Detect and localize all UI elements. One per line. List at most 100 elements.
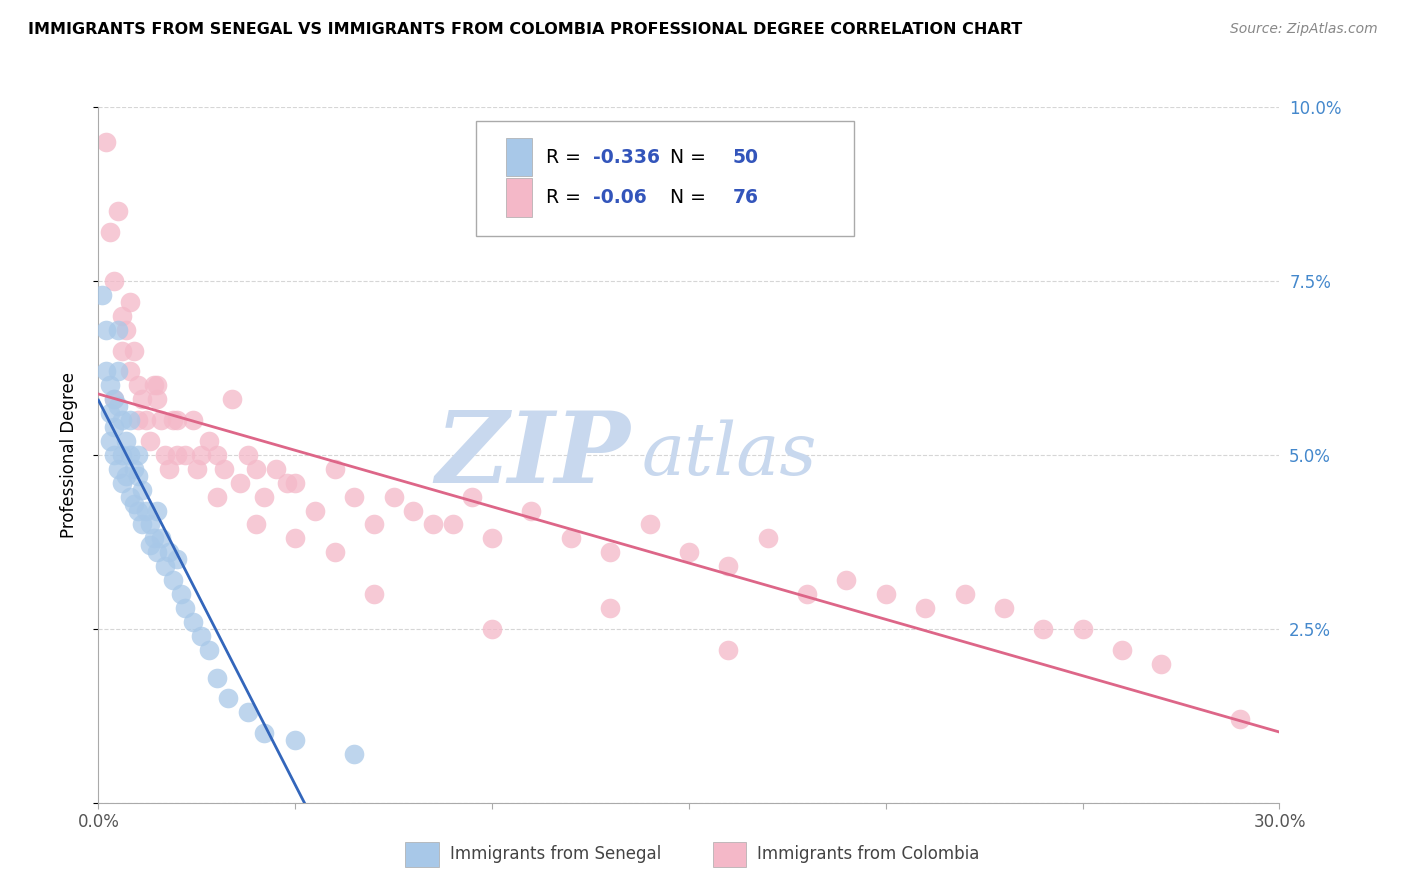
Point bbox=[422, 517, 444, 532]
Point bbox=[343, 490, 366, 504]
Point bbox=[343, 747, 366, 761]
Point bbox=[122, 462, 145, 476]
Point bbox=[96, 364, 118, 378]
Point bbox=[135, 503, 157, 517]
Point bbox=[560, 532, 582, 546]
Point bbox=[181, 615, 204, 629]
Point bbox=[157, 462, 180, 476]
Point bbox=[103, 420, 125, 434]
FancyBboxPatch shape bbox=[506, 178, 531, 217]
Point bbox=[264, 462, 287, 476]
Point bbox=[146, 378, 169, 392]
Point bbox=[914, 601, 936, 615]
Point bbox=[142, 532, 165, 546]
Point bbox=[96, 323, 118, 337]
Point bbox=[481, 622, 503, 636]
Point bbox=[127, 468, 149, 483]
Point bbox=[217, 691, 239, 706]
Point bbox=[441, 517, 464, 532]
Text: Immigrants from Colombia: Immigrants from Colombia bbox=[758, 846, 980, 863]
Point bbox=[284, 733, 307, 747]
Point bbox=[135, 413, 157, 427]
Point bbox=[107, 364, 129, 378]
Point bbox=[146, 503, 169, 517]
Point bbox=[107, 399, 129, 413]
Text: N =: N = bbox=[658, 188, 711, 207]
Point bbox=[127, 413, 149, 427]
Point bbox=[1071, 622, 1094, 636]
Point bbox=[382, 490, 405, 504]
Point bbox=[118, 490, 141, 504]
Point bbox=[402, 503, 425, 517]
Text: R =: R = bbox=[546, 188, 586, 207]
Point bbox=[91, 288, 114, 302]
Point bbox=[155, 559, 177, 574]
Text: -0.336: -0.336 bbox=[593, 148, 661, 167]
Point bbox=[162, 413, 184, 427]
Point bbox=[98, 225, 121, 239]
Point bbox=[122, 343, 145, 358]
Point bbox=[245, 462, 267, 476]
Point bbox=[118, 448, 141, 462]
Point bbox=[717, 559, 740, 574]
Point bbox=[186, 462, 208, 476]
Point bbox=[323, 545, 346, 559]
Point bbox=[599, 545, 621, 559]
Point bbox=[253, 726, 276, 740]
Point bbox=[245, 517, 267, 532]
FancyBboxPatch shape bbox=[713, 842, 745, 867]
FancyBboxPatch shape bbox=[405, 842, 439, 867]
Point bbox=[481, 532, 503, 546]
Point bbox=[138, 517, 160, 532]
FancyBboxPatch shape bbox=[506, 138, 531, 177]
Point bbox=[205, 448, 228, 462]
Text: Immigrants from Senegal: Immigrants from Senegal bbox=[450, 846, 662, 863]
Point bbox=[638, 517, 661, 532]
Point bbox=[835, 573, 858, 587]
Point bbox=[127, 378, 149, 392]
Point bbox=[276, 475, 298, 490]
Point bbox=[181, 413, 204, 427]
Point bbox=[142, 378, 165, 392]
Point bbox=[96, 135, 118, 149]
Point bbox=[131, 392, 153, 407]
Point bbox=[520, 503, 543, 517]
Point bbox=[953, 587, 976, 601]
Point bbox=[756, 532, 779, 546]
Point bbox=[118, 294, 141, 309]
Point bbox=[115, 468, 138, 483]
Text: -0.06: -0.06 bbox=[593, 188, 647, 207]
Point bbox=[236, 448, 259, 462]
Point bbox=[115, 434, 138, 448]
Point bbox=[111, 343, 134, 358]
Point bbox=[205, 671, 228, 685]
Point bbox=[155, 448, 177, 462]
Point bbox=[103, 448, 125, 462]
Point bbox=[166, 448, 188, 462]
Point bbox=[461, 490, 484, 504]
Text: 50: 50 bbox=[733, 148, 759, 167]
Point bbox=[131, 483, 153, 497]
Text: 76: 76 bbox=[733, 188, 759, 207]
Point bbox=[229, 475, 252, 490]
Point bbox=[131, 517, 153, 532]
Point bbox=[174, 448, 197, 462]
Point bbox=[127, 503, 149, 517]
Point bbox=[363, 517, 385, 532]
Point bbox=[166, 413, 188, 427]
Point bbox=[127, 448, 149, 462]
Point bbox=[796, 587, 818, 601]
Point bbox=[174, 601, 197, 615]
Point bbox=[103, 274, 125, 288]
Point bbox=[118, 413, 141, 427]
Point bbox=[214, 462, 236, 476]
Point bbox=[205, 490, 228, 504]
Point bbox=[875, 587, 897, 601]
Point bbox=[103, 392, 125, 407]
Point bbox=[253, 490, 276, 504]
Point bbox=[170, 587, 193, 601]
Text: atlas: atlas bbox=[641, 419, 817, 491]
Point bbox=[111, 448, 134, 462]
Point bbox=[111, 475, 134, 490]
Point bbox=[111, 413, 134, 427]
